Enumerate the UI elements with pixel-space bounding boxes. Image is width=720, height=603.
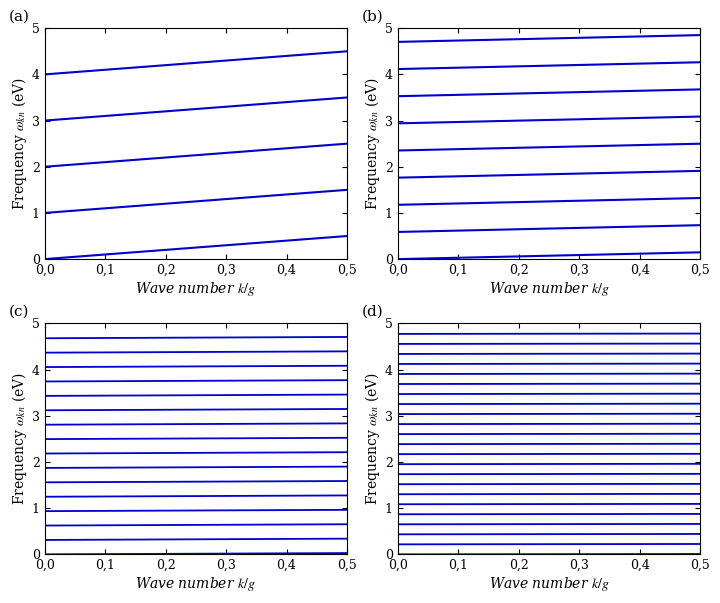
- Y-axis label: Frequency $\omega_{kn}$ (eV): Frequency $\omega_{kn}$ (eV): [363, 77, 382, 210]
- Text: (b): (b): [361, 10, 383, 24]
- X-axis label: Wave number $k/g$: Wave number $k/g$: [489, 575, 609, 593]
- X-axis label: Wave number $k/g$: Wave number $k/g$: [489, 280, 609, 298]
- X-axis label: Wave number $k/g$: Wave number $k/g$: [135, 575, 256, 593]
- Y-axis label: Frequency $\omega_{kn}$ (eV): Frequency $\omega_{kn}$ (eV): [10, 77, 29, 210]
- Y-axis label: Frequency $\omega_{kn}$ (eV): Frequency $\omega_{kn}$ (eV): [363, 373, 382, 505]
- Text: (d): (d): [361, 305, 383, 319]
- Text: (a): (a): [9, 10, 30, 24]
- Y-axis label: Frequency $\omega_{kn}$ (eV): Frequency $\omega_{kn}$ (eV): [10, 373, 29, 505]
- X-axis label: Wave number $k/g$: Wave number $k/g$: [135, 280, 256, 298]
- Text: (c): (c): [9, 305, 29, 319]
